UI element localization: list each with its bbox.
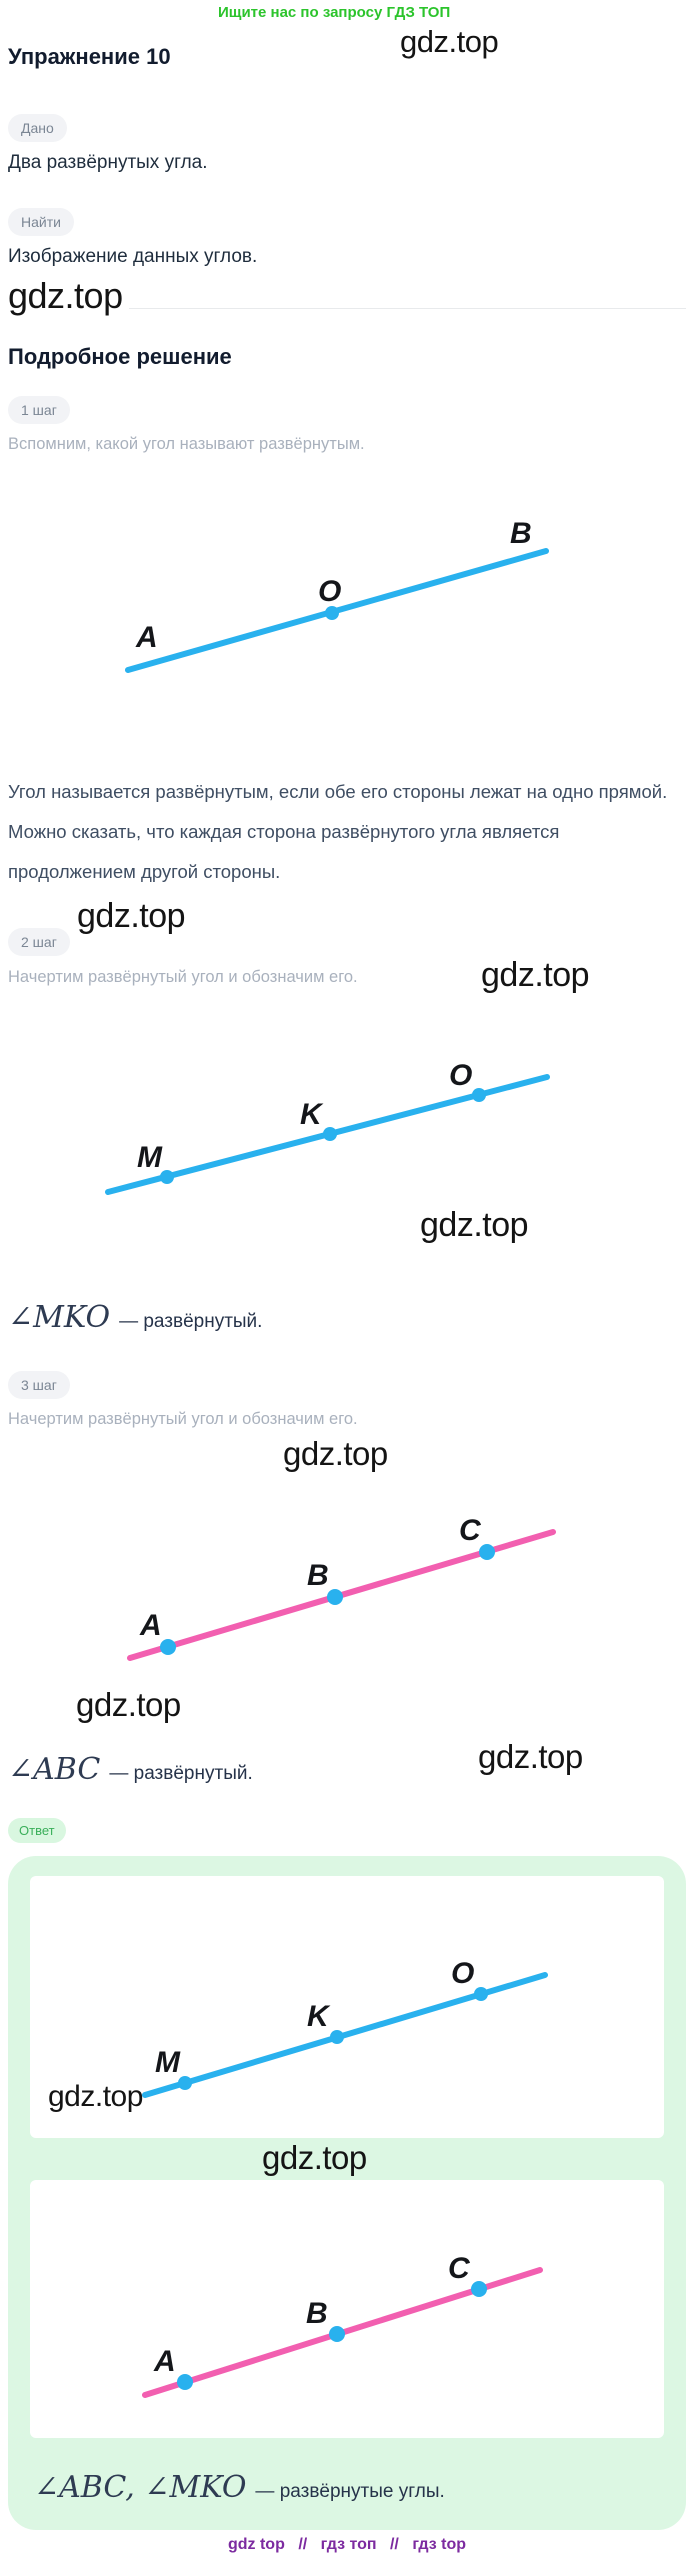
point-o-dot [325, 606, 339, 620]
promo-banner: Ищите нас по запросу ГДЗ ТОП [218, 4, 451, 21]
label-c: C [459, 1514, 482, 1547]
label-a: A [139, 1609, 162, 1642]
point-o-dot [472, 1088, 486, 1102]
answer-conclusion: ∠ABC, ∠MKO — развёрнутые углы. [34, 2470, 445, 2505]
label-m: M [155, 2046, 181, 2079]
point-o-dot [474, 1987, 488, 2001]
watermark-divider: gdz.top [8, 278, 129, 314]
statement-abc-math: ∠ABC [8, 1752, 101, 1787]
answer-conclusion-text: — развёрнутые углы. [255, 2481, 445, 2502]
point-m-dot [160, 1170, 174, 1184]
point-a-dot [177, 2374, 193, 2390]
page-title: Упражнение 10 [8, 44, 171, 69]
answer-diagram-abc: A B C [142, 2252, 543, 2398]
definition-line: Угол называется развёрнутым, если обе ег… [8, 781, 668, 802]
divider [8, 308, 686, 309]
label-o: O [449, 1059, 472, 1092]
statement-mko-math: ∠MKO [8, 1300, 111, 1335]
given-badge: Дано [8, 114, 67, 142]
watermark-diagram2: gdz.top [420, 1206, 529, 1244]
diagram-abc: A B C [127, 1514, 556, 1661]
watermark-top: gdz.top [400, 24, 499, 59]
footer-link-gdz-top[interactable]: gdz top [227, 2536, 285, 2553]
point-k-dot [323, 1127, 337, 1141]
watermark-step2-right: gdz.top [481, 956, 590, 994]
solution-title: Подробное решение [8, 344, 232, 369]
diagram-aob: A O B [125, 517, 549, 673]
label-k: K [300, 1098, 324, 1131]
label-a: A [135, 621, 158, 654]
watermark-answer-middle: gdz.top [262, 2139, 367, 2176]
step2-badge: 2 шаг [8, 928, 70, 956]
answer-card-mko: M K O gdz.top [30, 1876, 664, 2138]
statement-mko-text: — развёрнутый. [119, 1311, 263, 1332]
label-o: O [318, 575, 341, 608]
step2-text: Начертим развёрнутый угол и обозначим ег… [8, 968, 358, 986]
label-a: A [153, 2345, 176, 2378]
diagram-mko: M K O [105, 1059, 550, 1195]
label-m: M [137, 1141, 163, 1174]
point-a-dot [160, 1639, 176, 1655]
point-c-dot [471, 2281, 487, 2297]
footer-separator: // [389, 2536, 399, 2553]
statement-abc-text: — развёрнутый. [109, 1763, 253, 1784]
step1-text: Вспомним, какой угол называют развёрнуты… [8, 435, 365, 453]
step3-badge: 3 шаг [8, 1371, 70, 1399]
find-badge: Найти [8, 208, 74, 236]
label-b: B [307, 1559, 329, 1592]
find-text: Изображение данных углов. [8, 246, 258, 267]
statement-mko: ∠MKO — развёрнутый. [8, 1300, 262, 1335]
step1-badge: 1 шаг [8, 396, 70, 424]
label-c: C [448, 2252, 471, 2285]
answer-badge: Ответ [8, 1818, 66, 1843]
answer-card-abc: A B C [30, 2180, 664, 2438]
point-c-dot [479, 1544, 495, 1560]
statement-abc: ∠ABC — развёрнутый. [8, 1752, 253, 1787]
footer-link-gdz-top-ru[interactable]: гдз топ [320, 2536, 377, 2553]
label-b: B [306, 2297, 328, 2330]
given-text: Два развёрнутых угла. [8, 152, 208, 173]
label-k: K [307, 2000, 331, 2033]
step3-text: Начертим развёрнутый угол и обозначим ег… [8, 1410, 358, 1428]
label-b: B [510, 517, 532, 550]
definition-paragraph: Угол называется развёрнутым, если обе ег… [8, 772, 667, 892]
footer: gdz top // гдз топ // гдз top [0, 2536, 694, 2554]
watermark-answer-card1: gdz.top [48, 2080, 143, 2113]
watermark-step3: gdz.top [283, 1435, 388, 1472]
label-o: O [451, 1957, 474, 1990]
point-k-dot [330, 2030, 344, 2044]
definition-line: продолжением другой стороны. [8, 861, 281, 882]
footer-link-gdz-top-mixed[interactable]: гдз top [412, 2536, 467, 2553]
footer-separator: // [298, 2536, 308, 2553]
point-b-dot [327, 1589, 343, 1605]
watermark-step2: gdz.top [77, 897, 186, 935]
watermark-diagram3: gdz.top [76, 1686, 181, 1723]
point-m-dot [178, 2076, 192, 2090]
definition-line: Можно сказать, что каждая сторона развёр… [8, 821, 560, 842]
answer-diagram-mko: M K O [142, 1957, 548, 2098]
point-b-dot [329, 2326, 345, 2342]
answer-conclusion-math: ∠ABC, ∠MKO [34, 2470, 247, 2505]
watermark-statement-abc: gdz.top [478, 1738, 583, 1775]
